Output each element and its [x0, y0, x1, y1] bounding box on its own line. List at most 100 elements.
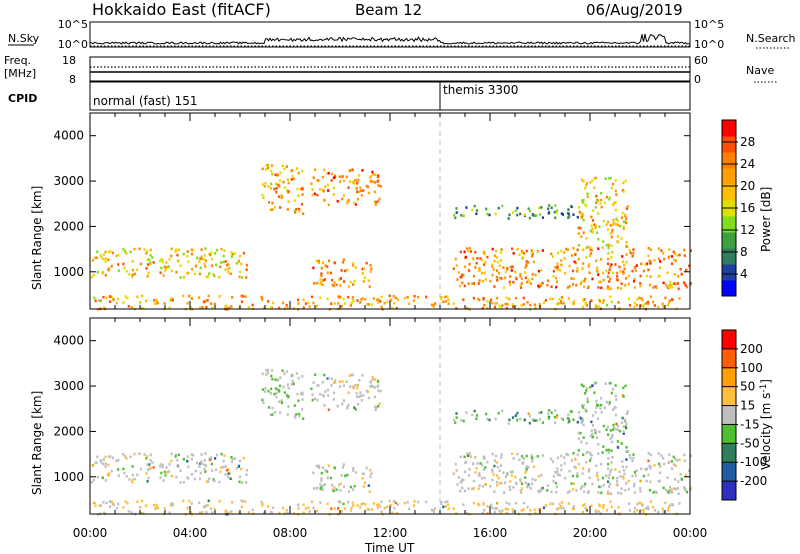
velocity-scatter-cell [625, 458, 628, 461]
power-scatter-cell [283, 186, 286, 189]
velocity-scatter-cell [286, 511, 289, 515]
power-scatter-cell [568, 285, 571, 288]
power-scatter-cell [579, 226, 582, 230]
power-scatter-cell [527, 261, 530, 264]
power-scatter-cell [629, 251, 632, 255]
velocity-scatter-cell [616, 476, 619, 480]
velocity-scatter-cell [670, 467, 674, 470]
velocity-scatter-cell [591, 384, 594, 387]
velocity-colorbar-tick-label: -200 [740, 474, 767, 488]
velocity-scatter-cell [679, 472, 682, 476]
velocity-scatter-cell [506, 471, 509, 475]
power-scatter-cell [244, 295, 247, 298]
power-scatter-cell [605, 195, 608, 199]
velocity-scatter-cell [241, 500, 244, 503]
velocity-scatter-cell [667, 506, 670, 510]
power-scatter-cell [649, 261, 652, 265]
power-scatter-cell [576, 215, 579, 219]
velocity-scatter-cell [444, 500, 447, 504]
velocity-scatter-cell [524, 481, 527, 485]
velocity-scatter-cell [131, 478, 134, 482]
velocity-scatter-cell [541, 454, 544, 457]
velocity-scatter-cell [649, 500, 652, 504]
velocity-scatter-cell [297, 376, 300, 380]
power-scatter-cell [666, 271, 669, 275]
power-scatter-cell [633, 286, 636, 289]
power-scatter-cell [511, 303, 514, 306]
velocity-scatter-cell [198, 511, 202, 515]
power-scatter-cell [555, 211, 558, 214]
power-scatter-cell [505, 306, 509, 310]
velocity-scatter-cell [447, 503, 450, 506]
velocity-scatter-cell [122, 467, 125, 471]
velocity-scatter-cell [287, 386, 290, 390]
velocity-scatter-cell [556, 507, 559, 511]
power-scatter-cell [616, 223, 620, 227]
power-scatter-cell [660, 249, 663, 252]
velocity-scatter-cell [330, 377, 334, 381]
power-scatter-cell [273, 187, 276, 191]
power-scatter-cell [522, 303, 525, 306]
power-scatter-cell [591, 227, 594, 231]
power-scatter-cell [621, 211, 624, 215]
power-scatter-cell [362, 280, 365, 283]
nave-label: Nave [746, 64, 774, 77]
power-ytick-label: 3000 [53, 174, 84, 188]
velocity-scatter-cell [591, 414, 595, 417]
power-scatter-cell [594, 226, 597, 230]
power-scatter-cell [674, 259, 677, 263]
power-scatter-cell [606, 257, 610, 261]
power-scatter-cell [622, 270, 625, 274]
power-scatter-cell [597, 305, 600, 308]
velocity-scatter-cell [604, 382, 607, 386]
velocity-scatter-cell [495, 507, 499, 510]
power-scatter-cell [624, 220, 627, 223]
power-scatter-cell [638, 296, 641, 300]
power-scatter-cell [143, 248, 146, 251]
power-scatter-cell [606, 287, 609, 291]
velocity-scatter-cell [618, 470, 621, 474]
velocity-ytick-label: 3000 [53, 379, 84, 393]
velocity-scatter-cell [510, 452, 514, 456]
power-scatter-cell [616, 271, 619, 275]
velocity-scatter-cell [488, 418, 491, 422]
velocity-scatter-cell [200, 462, 203, 466]
velocity-scatter-cell [610, 505, 613, 509]
power-scatter-cell [574, 261, 577, 265]
velocity-scatter-cell [539, 487, 543, 491]
power-scatter-cell [625, 207, 629, 210]
power-scatter-cell [390, 298, 393, 302]
velocity-scatter-cell [475, 466, 478, 470]
velocity-scatter-cell [273, 411, 277, 414]
power-scatter-cell [104, 273, 107, 277]
power-scatter-cell [635, 264, 638, 267]
power-scatter-cell [667, 256, 670, 260]
velocity-scatter-cell [511, 416, 515, 419]
power-scatter-cell [238, 275, 241, 279]
power-scatter-cell [632, 251, 635, 255]
velocity-scatter-cell [270, 374, 273, 378]
velocity-colorbar-tick-label: -15 [740, 417, 760, 431]
power-scatter-cell [147, 271, 150, 275]
velocity-scatter-cell [356, 386, 359, 390]
power-scatter-cell [200, 248, 203, 251]
velocity-scatter-cell [317, 384, 320, 387]
power-scatter-cell [261, 298, 264, 302]
velocity-scatter-cell [500, 453, 503, 456]
power-scatter-cell [625, 277, 628, 280]
power-scatter-cell [582, 299, 585, 302]
velocity-scatter-cell [671, 490, 674, 494]
velocity-scatter-cell [515, 482, 518, 486]
velocity-scatter-cell [485, 412, 488, 416]
power-scatter-cell [372, 172, 375, 176]
velocity-scatter-cell [486, 460, 489, 464]
x-tick-label: 00:00 [673, 526, 708, 540]
velocity-scatter-cell [620, 487, 623, 490]
power-scatter-cell [570, 254, 573, 257]
power-scatter-cell [688, 264, 691, 268]
power-scatter-cell [352, 261, 355, 265]
velocity-scatter-cell [353, 484, 356, 488]
velocity-scatter-cell [583, 484, 586, 488]
velocity-scatter-cell [345, 380, 348, 384]
